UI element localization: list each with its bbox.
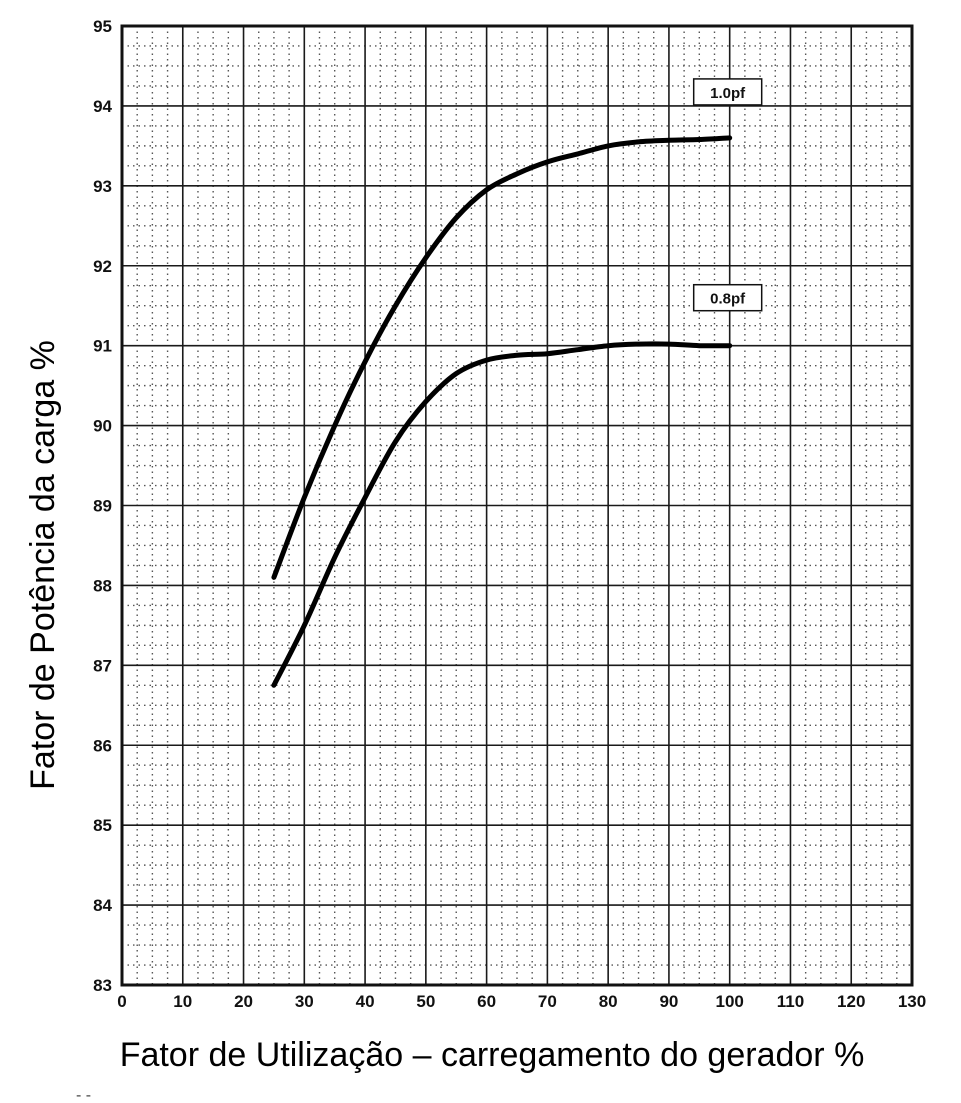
y-tick-label: 88: [93, 576, 112, 595]
x-tick-label: 70: [538, 992, 557, 1011]
y-tick-label: 85: [93, 816, 112, 835]
y-tick-label: 94: [93, 97, 112, 116]
y-tick-label: 86: [93, 736, 112, 755]
x-tick-label: 10: [173, 992, 192, 1011]
y-tick-label: 93: [93, 177, 112, 196]
x-tick-label: 130: [898, 992, 926, 1011]
y-tick-label: 90: [93, 417, 112, 436]
x-tick-label: 20: [234, 992, 253, 1011]
y-tick-label: 84: [93, 896, 112, 915]
y-tick-label: 91: [93, 337, 112, 356]
x-tick-label: 0: [117, 992, 126, 1011]
legend-label-0-8pf: 0.8pf: [710, 291, 746, 308]
x-tick-label: 40: [356, 992, 375, 1011]
x-tick-label: 90: [659, 992, 678, 1011]
x-tick-label: 120: [837, 992, 865, 1011]
y-tick-label: 87: [93, 656, 112, 675]
y-tick-label: 83: [93, 976, 112, 995]
y-tick-label: 92: [93, 257, 112, 276]
legend-1-0pf: 1.0pf: [694, 79, 762, 105]
x-tick-label: 50: [416, 992, 435, 1011]
y-tick-label: 89: [93, 497, 112, 516]
x-tick-label: 80: [599, 992, 618, 1011]
y-axis-title: Fator de Potência da carga %: [24, 340, 62, 790]
x-tick-label: 60: [477, 992, 496, 1011]
legend-label-1-0pf: 1.0pf: [710, 85, 746, 102]
legend-0-8pf: 0.8pf: [694, 285, 762, 311]
x-tick-label: 100: [716, 992, 744, 1011]
chart: 1.0pf 0.8pf 0 10 20 30 40 50 60 70 80 90 100 110 120…: [0, 0, 961, 1103]
footer-mark: - -: [76, 1087, 91, 1103]
y-tick-label: 95: [93, 17, 112, 36]
x-tick-label: 30: [295, 992, 314, 1011]
x-axis-title: Fator de Utilização – carregamento do ge…: [120, 1036, 865, 1074]
x-tick-label: 110: [777, 992, 804, 1011]
